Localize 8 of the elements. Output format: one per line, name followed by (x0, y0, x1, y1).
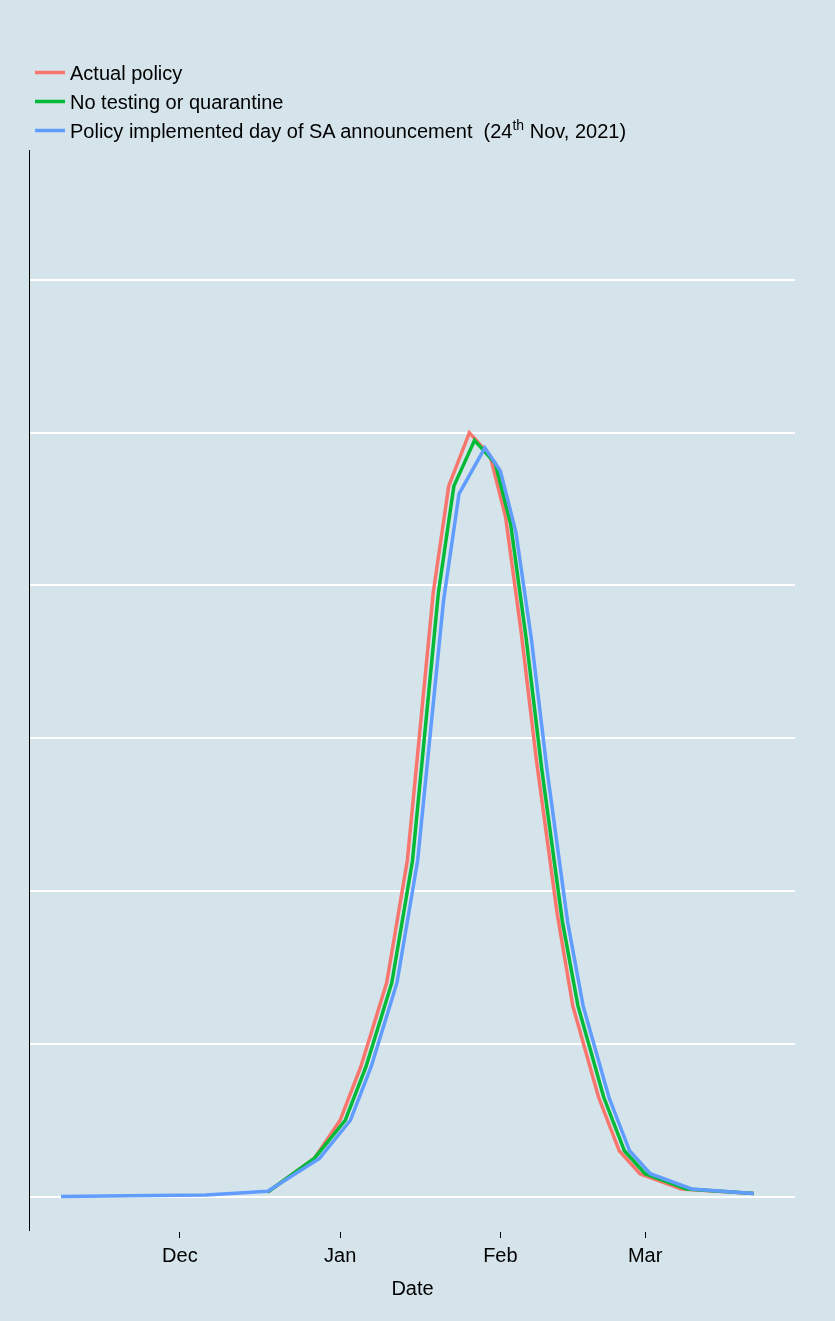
x-tick-label: Jan (324, 1244, 357, 1266)
x-tick-label: Feb (483, 1244, 518, 1266)
legend-label: Policy implemented day of SA announcement (24$^{th}$ Nov, 2021) (70, 116, 627, 143)
x-axis-title: Date (391, 1276, 434, 1299)
x-tick-label: Dec (162, 1244, 198, 1266)
x-tick-label: Mar (627, 1244, 663, 1266)
legend-label: Actual policy (70, 62, 183, 85)
legend-label: No testing or quarantine (70, 91, 284, 114)
